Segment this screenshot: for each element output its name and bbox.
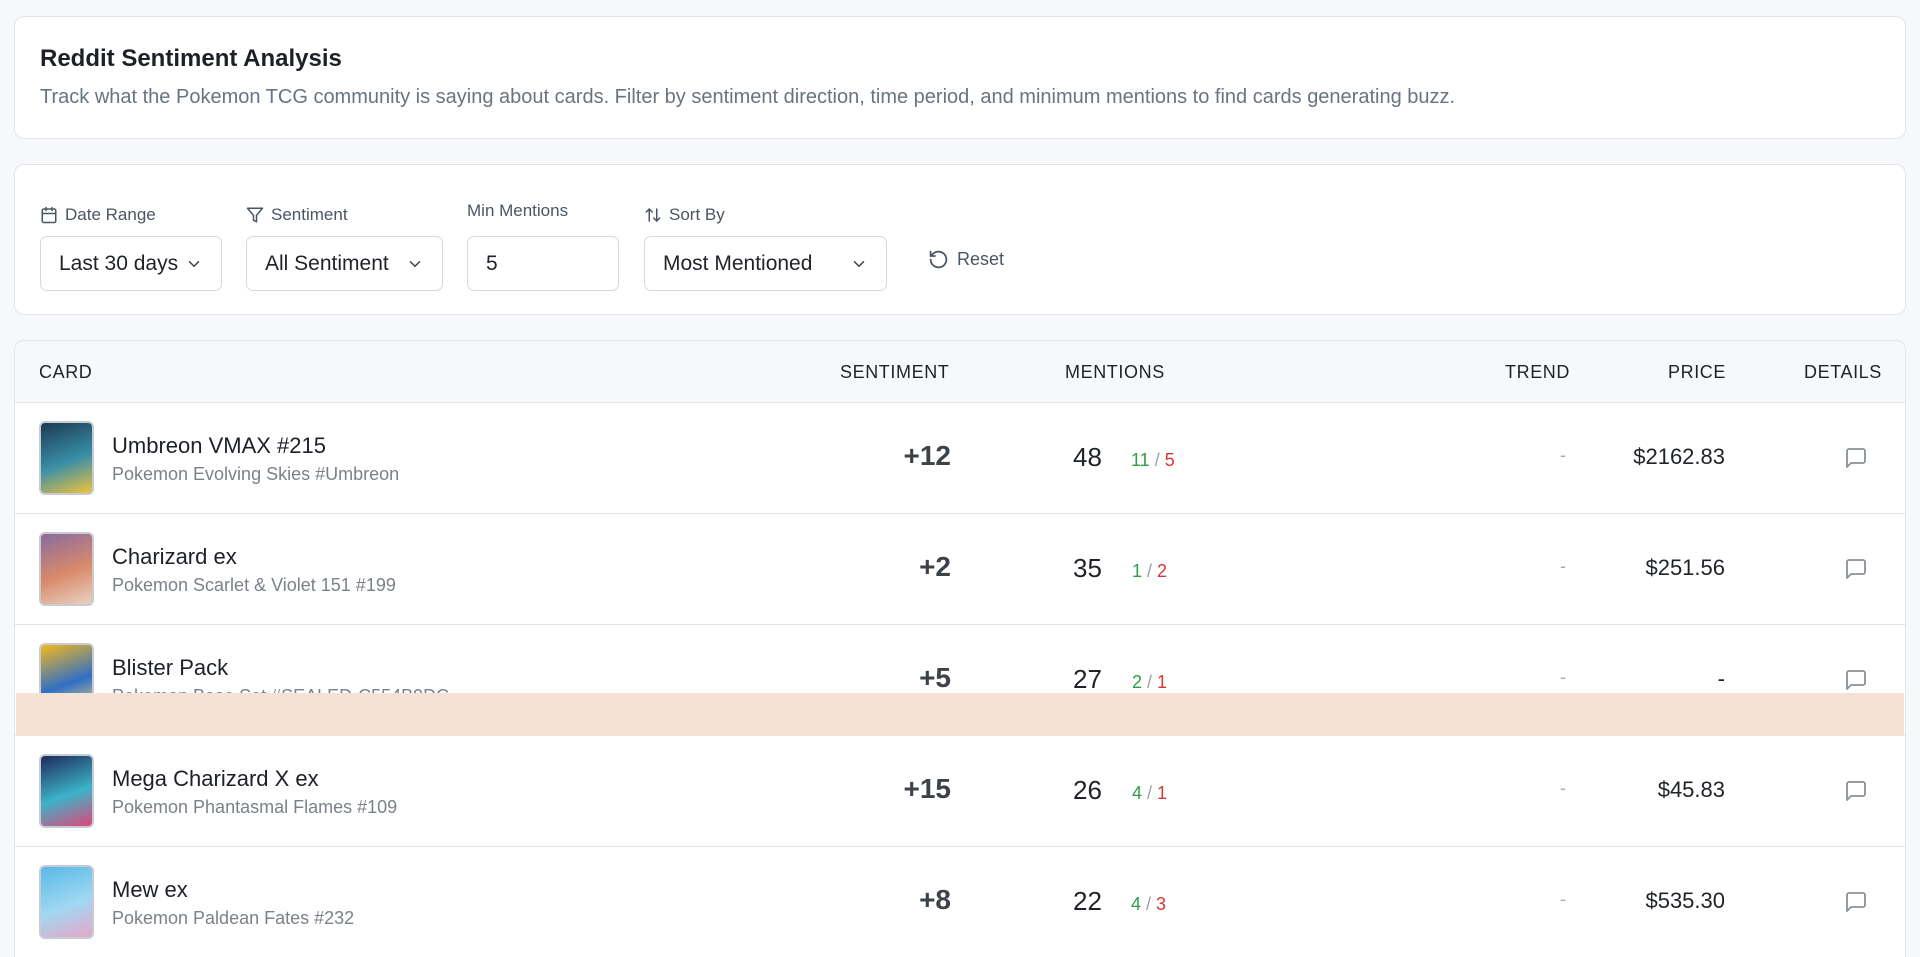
table-header: CARD SENTIMENT MENTIONS TREND PRICE DETA… xyxy=(15,341,1905,403)
price-value: $45.83 xyxy=(1657,777,1725,802)
column-header-sentiment[interactable]: SENTIMENT xyxy=(840,362,950,382)
table-row[interactable]: Mega Charizard X ex Pokemon Phantasmal Fl… xyxy=(15,736,1905,847)
rotate-ccw-icon xyxy=(929,250,948,269)
card-name[interactable]: Charizard ex xyxy=(112,544,237,569)
positive-count: 4 xyxy=(1131,894,1142,914)
card-set: Pokemon Evolving Skies #Umbreon xyxy=(112,464,400,484)
trend-value: - xyxy=(1560,778,1566,798)
column-header-details: DETAILS xyxy=(1804,362,1882,382)
filters-panel: Date Range Last 30 days Sentiment All Se… xyxy=(14,164,1906,315)
trend-value: - xyxy=(1560,445,1566,465)
card-name[interactable]: Mega Charizard X ex xyxy=(112,766,319,791)
card-set: Pokemon Paldean Fates #232 xyxy=(112,908,355,928)
price-value: - xyxy=(1717,666,1725,691)
column-header-card[interactable]: CARD xyxy=(39,362,93,382)
mention-count: 22 xyxy=(1073,886,1102,916)
mention-split: 1 / 2 xyxy=(1132,561,1167,582)
sentiment-score: +5 xyxy=(919,662,951,693)
sentiment-table: CARD SENTIMENT MENTIONS TREND PRICE DETA… xyxy=(14,340,1906,957)
trend-value: - xyxy=(1560,667,1566,687)
card-thumbnail xyxy=(39,532,94,606)
chevron-down-icon xyxy=(188,261,200,268)
card-set: Pokemon Phantasmal Flames #109 xyxy=(112,797,398,817)
sentiment-score: +12 xyxy=(903,440,952,471)
positive-count: 1 xyxy=(1132,561,1143,581)
reset-button[interactable]: Reset xyxy=(928,249,1004,270)
message-square-icon[interactable] xyxy=(1843,890,1869,914)
card-name[interactable]: Mew ex xyxy=(112,877,188,902)
price-value: $251.56 xyxy=(1645,555,1725,580)
chevron-down-icon xyxy=(853,261,865,268)
mention-split: 4 / 1 xyxy=(1132,783,1167,804)
sentiment-score: +8 xyxy=(919,884,951,915)
message-square-icon[interactable] xyxy=(1843,779,1869,803)
split-separator: / xyxy=(1141,894,1157,914)
min-mentions-label: Min Mentions xyxy=(467,201,569,220)
negative-count: 2 xyxy=(1157,561,1168,581)
price-value: $535.30 xyxy=(1645,888,1725,913)
card-name[interactable]: Umbreon VMAX #215 xyxy=(112,433,326,458)
min-mentions-input[interactable]: 5 xyxy=(467,236,619,291)
trend-value: - xyxy=(1560,556,1566,576)
mention-split: 2 / 1 xyxy=(1132,672,1167,693)
card-name[interactable]: Blister Pack xyxy=(112,655,229,680)
filter-icon xyxy=(246,207,264,223)
page-title: Reddit Sentiment Analysis xyxy=(40,45,342,72)
negative-count: 3 xyxy=(1156,894,1167,914)
header-panel: Reddit Sentiment Analysis Track what the… xyxy=(14,16,1906,139)
date-range-select[interactable]: Last 30 days xyxy=(40,236,222,291)
price-value: $2162.83 xyxy=(1633,444,1725,469)
column-header-trend[interactable]: TREND xyxy=(1505,362,1570,382)
mention-split: 11 / 5 xyxy=(1131,450,1175,471)
split-separator: / xyxy=(1142,561,1158,581)
sentiment-label: Sentiment xyxy=(246,205,348,225)
chevron-down-icon xyxy=(409,261,421,268)
mention-count: 35 xyxy=(1073,553,1102,583)
mention-count: 26 xyxy=(1073,775,1102,805)
mention-count: 27 xyxy=(1073,664,1102,694)
sort-by-select[interactable]: Most Mentioned xyxy=(644,236,887,291)
split-separator: / xyxy=(1149,450,1165,470)
sentiment-score: +2 xyxy=(919,551,951,582)
card-set: Pokemon Scarlet & Violet 151 #199 xyxy=(112,575,396,595)
message-square-icon[interactable] xyxy=(1843,557,1869,581)
card-thumbnail xyxy=(39,865,94,939)
column-header-mentions[interactable]: MENTIONS xyxy=(1065,362,1165,382)
page-description: Track what the Pokemon TCG community is … xyxy=(40,86,1456,108)
sentiment-select[interactable]: All Sentiment xyxy=(246,236,443,291)
positive-count: 4 xyxy=(1132,783,1143,803)
positive-count: 11 xyxy=(1131,450,1150,470)
positive-count: 2 xyxy=(1132,672,1143,692)
split-separator: / xyxy=(1142,672,1158,692)
table-row[interactable]: Charizard ex Pokemon Scarlet & Violet 151… xyxy=(15,514,1905,625)
mention-count: 48 xyxy=(1073,442,1102,472)
column-header-price[interactable]: PRICE xyxy=(1668,362,1727,382)
sort-arrows-icon xyxy=(645,208,661,222)
trend-value: - xyxy=(1560,889,1566,909)
negative-count: 1 xyxy=(1157,672,1168,692)
split-separator: / xyxy=(1142,783,1158,803)
message-square-icon[interactable] xyxy=(1843,446,1869,470)
calendar-icon xyxy=(41,206,57,224)
sentiment-score: +15 xyxy=(903,773,952,804)
card-thumbnail xyxy=(39,421,94,495)
sort-by-label: Sort By xyxy=(644,205,725,225)
table-row[interactable]: Mew ex Pokemon Paldean Fates #232 +8 22 4 / … xyxy=(15,847,1905,957)
highlight-overlay xyxy=(16,693,1904,736)
card-thumbnail xyxy=(39,754,94,828)
date-range-label: Date Range xyxy=(40,205,156,225)
mention-split: 4 / 3 xyxy=(1131,894,1166,915)
table-row[interactable]: Umbreon VMAX #215 Pokemon Evolving Skies … xyxy=(15,403,1905,514)
message-square-icon[interactable] xyxy=(1843,668,1869,692)
negative-count: 5 xyxy=(1164,450,1175,470)
negative-count: 1 xyxy=(1157,783,1168,803)
